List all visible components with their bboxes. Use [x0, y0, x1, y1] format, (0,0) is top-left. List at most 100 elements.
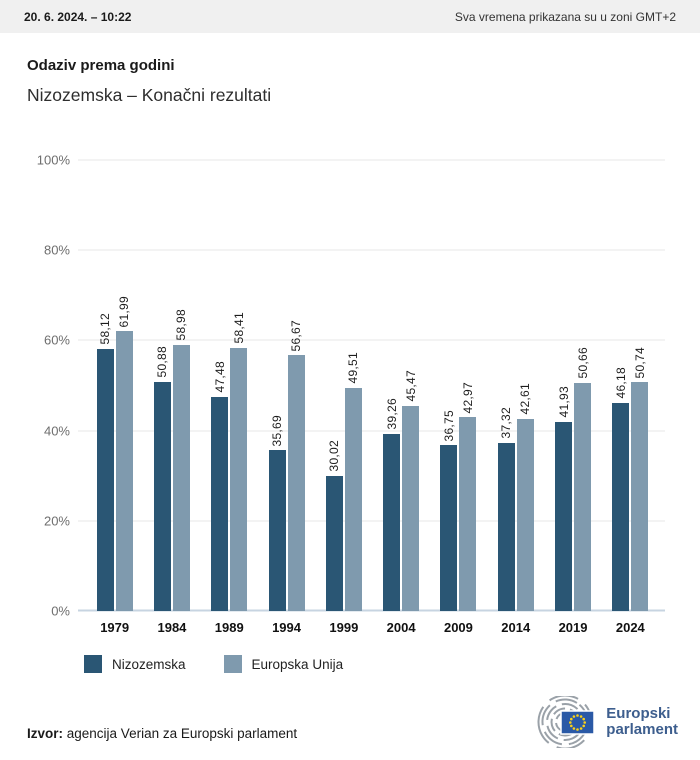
gridline — [78, 520, 665, 522]
bar-col: 56,67 — [287, 319, 305, 611]
bar-Nizozemska-2024 — [612, 402, 630, 611]
bar-value-label: 42,61 — [518, 383, 533, 415]
bar-Europska Unija-2004 — [402, 405, 420, 611]
bar-value-label: 50,88 — [155, 346, 170, 378]
bar-Europska Unija-1984 — [172, 345, 190, 611]
legend-swatch-icon — [223, 655, 242, 673]
legend-item-Nizozemska: Nizozemska — [84, 655, 186, 673]
bar-group-2014: 37,32 42,61 — [487, 160, 544, 611]
bar-col: 47,48 — [211, 361, 229, 611]
bar-col: 42,61 — [516, 383, 534, 611]
bar-value-label: 45,47 — [403, 370, 418, 402]
x-tick-label-2009: 2009 — [443, 620, 473, 635]
bar-Europska Unija-1999 — [344, 387, 362, 611]
x-tick-label-2014: 2014 — [501, 620, 531, 635]
bar-value-label: 46,18 — [613, 367, 628, 399]
bar-col: 45,47 — [402, 370, 420, 611]
bar-col: 36,75 — [440, 409, 458, 611]
bar-col: 41,93 — [555, 386, 573, 611]
x-tick-label-2024: 2024 — [615, 620, 645, 635]
bar-groups: 58,12 61,99 50,88 58,98 47,48 58,41 35,69 56,67… — [78, 160, 665, 611]
bar-value-label: 58,98 — [174, 309, 189, 342]
bar-value-label: 58,12 — [98, 313, 113, 345]
bar-Nizozemska-2019 — [555, 421, 573, 611]
bar-group-1979: 58,12 61,99 — [86, 160, 143, 611]
y-tick-label: 100% — [36, 152, 70, 168]
source-note: Izvor: agencija Verian za Europski parla… — [27, 726, 297, 741]
bar-col: 58,41 — [230, 312, 248, 611]
x-tick-label-1994: 1994 — [272, 620, 301, 635]
x-tick-label-2004: 2004 — [386, 620, 416, 635]
bar-col: 50,66 — [574, 347, 592, 611]
bar-Nizozemska-2004 — [383, 433, 401, 611]
bar-col: 58,98 — [172, 309, 190, 611]
gridline — [78, 249, 665, 251]
bar-group-1984: 50,88 58,98 — [143, 160, 200, 611]
page-title: Odaziv prema godini — [27, 57, 175, 74]
bar-col: 46,18 — [612, 367, 630, 611]
source-text: agencija Verian za Europski parlament — [63, 726, 298, 741]
bar-Europska Unija-2024 — [631, 382, 649, 611]
x-tick-label-1984: 1984 — [157, 620, 187, 635]
bar-Europska Unija-1994 — [287, 355, 305, 611]
y-tick-label: 80% — [43, 242, 70, 258]
bar-value-label: 56,67 — [289, 319, 304, 352]
header-timezone-note: Sva vremena prikazana su u zoni GMT+2 — [454, 9, 676, 24]
bar-value-label: 36,75 — [441, 409, 456, 442]
bar-value-label: 47,48 — [212, 361, 227, 393]
bar-value-label: 50,74 — [632, 346, 647, 379]
gridline — [78, 159, 665, 161]
source-label: Izvor: — [27, 726, 64, 741]
bar-Europska Unija-1989 — [230, 347, 248, 611]
eu-flag-stars — [569, 714, 587, 731]
bar-Europska Unija-2014 — [516, 418, 534, 611]
bar-col: 50,74 — [631, 346, 649, 611]
bar-Nizozemska-1989 — [211, 396, 229, 611]
bar-group-2004: 39,26 45,47 — [372, 160, 429, 611]
bar-col: 39,26 — [383, 398, 401, 611]
gridline — [78, 430, 665, 432]
bar-Nizozemska-1984 — [153, 381, 171, 611]
header-date: 20. 6. 2024. – 10:22 — [24, 9, 132, 24]
bar-value-label: 42,97 — [460, 381, 475, 414]
bar-col: 49,51 — [344, 352, 362, 611]
bar-group-2009: 36,75 42,97 — [430, 160, 487, 611]
x-tick-label-2019: 2019 — [558, 620, 588, 635]
bar-value-label: 50,66 — [575, 347, 590, 379]
bar-Nizozemska-1999 — [325, 475, 343, 611]
european-parliament-logo: Europski parlament — [536, 696, 678, 748]
gridline — [78, 339, 665, 341]
bar-value-label: 49,51 — [346, 352, 361, 384]
legend-label: Nizozemska — [112, 656, 186, 672]
bar-group-2024: 46,18 50,74 — [602, 160, 659, 611]
plot-area: 58,12 61,99 50,88 58,98 47,48 58,41 35,69 56,67… — [78, 159, 665, 612]
bar-value-label: 37,32 — [499, 407, 514, 439]
bar-Nizozemska-1979 — [96, 348, 114, 611]
y-tick-label: 20% — [43, 513, 70, 529]
bar-value-label: 35,69 — [270, 414, 285, 447]
y-axis-labels: 0% 20% 40% 60% 80% 100% — [16, 153, 70, 619]
bar-value-label: 39,26 — [384, 398, 399, 430]
y-tick-label: 40% — [43, 423, 70, 439]
legend: Nizozemska Europska Unija — [84, 655, 343, 673]
x-axis-line — [78, 609, 665, 612]
legend-label: Europska Unija — [251, 656, 344, 672]
ep-hemicycle-flag-icon — [537, 696, 596, 748]
page-subtitle: Nizozemska – Konačni rezultati — [27, 85, 272, 105]
x-axis-labels: 1979 1984 1989 1994 1999 2004 2009 2014 2019 2024 — [78, 620, 665, 635]
bar-Nizozemska-2014 — [497, 442, 515, 611]
x-tick-label-1979: 1979 — [100, 620, 130, 635]
eu-flag-icon — [560, 710, 596, 735]
bar-value-label: 61,99 — [117, 295, 132, 328]
y-tick-label: 0% — [51, 603, 70, 619]
ep-logo-text-line1: Europski — [606, 705, 671, 722]
bar-col: 58,12 — [96, 313, 114, 611]
bar-group-2019: 41,93 50,66 — [544, 160, 601, 611]
bar-Nizozemska-1994 — [268, 450, 286, 611]
legend-item-Europska Unija: Europska Unija — [223, 655, 344, 673]
bar-col: 42,97 — [459, 381, 477, 611]
bar-col: 30,02 — [325, 440, 343, 611]
header-bar: 20. 6. 2024. – 10:22 Sva vremena prikaza… — [0, 0, 700, 33]
bar-col: 50,88 — [153, 346, 171, 611]
